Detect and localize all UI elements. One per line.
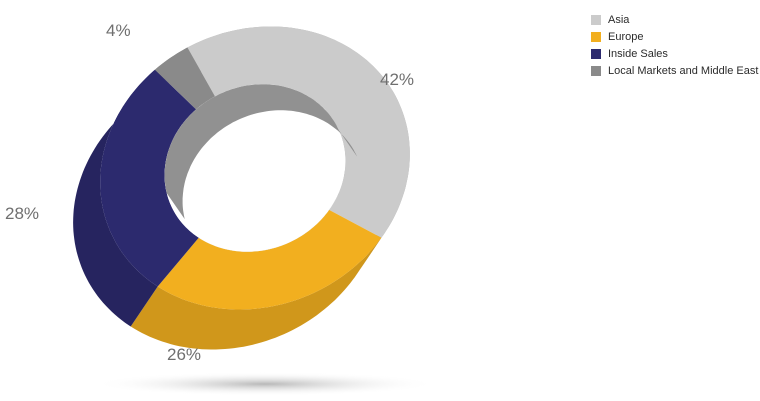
legend-label-inside-sales: Inside Sales <box>608 47 668 60</box>
slice-labels: 42% 26% 28% 4% <box>5 21 414 364</box>
legend-swatch-inside-sales <box>591 48 601 59</box>
slice-label-asia: 42% <box>380 70 414 89</box>
donut-slice-local-markets-and-middle-east <box>154 47 215 110</box>
donut-inner-shadow-wall <box>164 84 357 220</box>
legend-swatch-local-markets <box>591 65 601 76</box>
donut-slices <box>100 26 410 310</box>
donut-slice-europe <box>157 209 382 310</box>
legend-label-europe: Europe <box>608 30 644 43</box>
legend-swatch-asia <box>591 14 601 25</box>
donut-side-europe <box>130 237 382 350</box>
legend-label-local-markets: Local Markets and Middle East <box>608 64 759 77</box>
chart-floor-shadow <box>93 372 437 396</box>
slice-label-local-markets: 4% <box>106 21 131 40</box>
legend-label-asia: Asia <box>608 13 630 26</box>
legend-item-inside-sales: Inside Sales <box>591 46 758 61</box>
donut-side-inside-sales <box>73 69 158 327</box>
legend-swatch-europe <box>591 31 601 42</box>
legend-item-local-markets: Local Markets and Middle East <box>591 63 758 78</box>
donut-slice-asia <box>187 26 410 238</box>
legend-item-asia: Asia <box>591 12 758 27</box>
donut-slice-inside-sales <box>100 69 199 287</box>
chart-legend: Asia Europe Inside Sales Local Markets a… <box>591 12 758 80</box>
slice-label-inside-sales: 28% <box>5 204 39 223</box>
legend-item-europe: Europe <box>591 29 758 44</box>
slice-label-europe: 26% <box>167 345 201 364</box>
